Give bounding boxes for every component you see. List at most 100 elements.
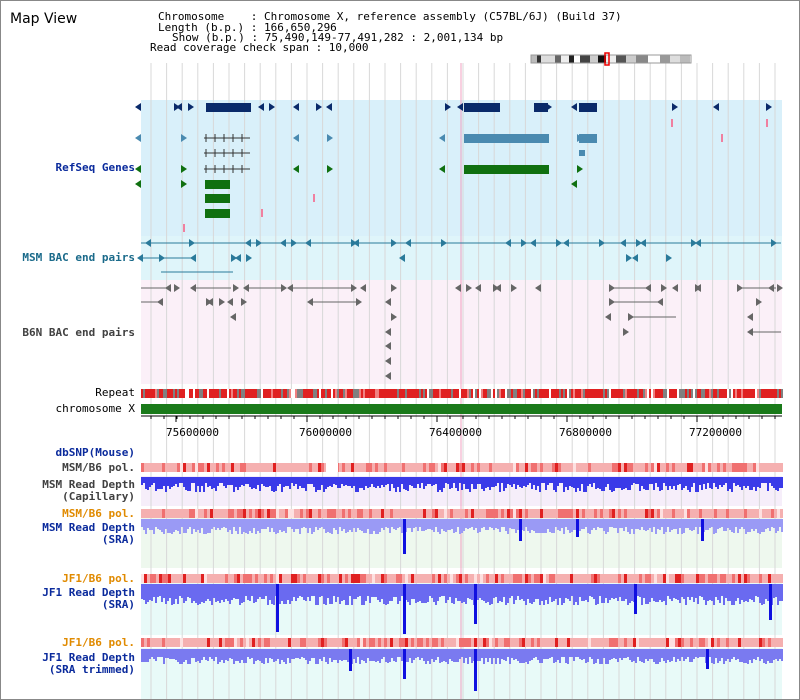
polymorphism-segment [624, 463, 627, 472]
read-depth-bar [555, 584, 557, 599]
read-depth-bar [627, 649, 629, 657]
polymorphism-segment [228, 574, 231, 583]
polymorphism-segment [189, 638, 192, 647]
read-depth-bar [451, 477, 453, 488]
repeat-segment [209, 389, 211, 398]
read-depth-bar [253, 477, 255, 488]
read-depth-bar [273, 584, 275, 605]
read-depth-bar [169, 649, 171, 659]
read-depth-bar [319, 477, 321, 490]
track-label-refseq[interactable]: RefSeq Genes [55, 161, 135, 174]
polymorphism-segment [639, 638, 642, 647]
polymorphism-segment [324, 574, 327, 583]
strand-arrow [327, 165, 333, 173]
read-depth-bar [505, 584, 507, 605]
polymorphism-segment [381, 463, 384, 472]
read-depth-bar [317, 477, 319, 490]
polymorphism-segment [234, 574, 237, 583]
read-depth-bar [219, 649, 221, 662]
repeat-segment [381, 389, 383, 398]
read-depth-bar [475, 477, 477, 489]
read-depth-bar [599, 649, 601, 664]
polymorphism-segment [255, 463, 258, 472]
track-label-b6n-bac[interactable]: B6N BAC end pairs [22, 326, 135, 339]
track-label-msm-depth-capillary[interactable]: MSM Read Depth (Capillary) [42, 478, 135, 503]
polymorphism-segment [654, 638, 657, 647]
read-depth-bar [435, 477, 437, 484]
polymorphism-segment [585, 463, 588, 472]
polymorphism-segment [156, 463, 159, 472]
polymorphism-segment [477, 463, 480, 472]
track-label-msm-b6-pol-2[interactable]: MSM/B6 pol. [62, 507, 135, 520]
read-depth-bar [637, 477, 639, 484]
track-label-jf1-b6-pol-2[interactable]: JF1/B6 pol. [62, 636, 135, 649]
polymorphism-segment [561, 574, 564, 583]
repeat-segment [263, 389, 265, 398]
polymorphism-segment [387, 463, 390, 472]
polymorphism-segment [195, 638, 198, 647]
read-depth-bar [447, 477, 449, 484]
read-depth-bar [175, 649, 177, 660]
read-depth-bar [461, 584, 463, 603]
read-depth-bar [141, 584, 143, 599]
track-label-dbsnp[interactable]: dbSNP(Mouse) [55, 446, 135, 459]
track-label-jf1-b6-pol-1[interactable]: JF1/B6 pol. [62, 572, 135, 585]
repeat-segment [181, 389, 183, 398]
polymorphism-segment [405, 463, 408, 472]
read-depth-spike [576, 519, 579, 537]
read-depth-bar [461, 519, 463, 533]
polymorphism-segment [558, 509, 561, 518]
polymorphism-segment [300, 574, 303, 583]
read-depth-bar [343, 649, 345, 660]
polymorphism-segment [486, 509, 489, 518]
polymorphism-segment [282, 638, 285, 647]
read-depth-bar [595, 584, 597, 605]
read-depth-bar [409, 649, 411, 658]
strand-arrow [157, 298, 163, 306]
read-depth-bar [633, 477, 635, 483]
read-depth-bar [343, 584, 345, 600]
read-depth-bar [541, 584, 543, 601]
read-depth-bar [319, 519, 321, 528]
strand-arrow [571, 103, 577, 111]
polymorphism-segment [240, 509, 243, 518]
read-depth-bar [563, 477, 565, 492]
polymorphism-segment [339, 509, 342, 518]
read-depth-bar [715, 477, 717, 487]
polymorphism-segment [561, 463, 564, 472]
repeat-segment [619, 389, 621, 398]
repeat-segment [179, 389, 181, 398]
read-depth-bar [163, 649, 165, 664]
polymorphism-segment [720, 574, 723, 583]
polymorphism-segment [471, 638, 474, 647]
read-depth-bar [647, 477, 649, 490]
repeat-segment [769, 389, 771, 398]
track-label-msm-depth-sra[interactable]: MSM Read Depth (SRA) [42, 521, 135, 546]
polymorphism-segment [462, 574, 465, 583]
read-depth-bar [455, 519, 457, 532]
read-depth-bar [179, 477, 181, 483]
repeat-segment [607, 389, 609, 398]
read-depth-bar [315, 519, 317, 527]
read-depth-bar [379, 584, 381, 602]
read-depth-bar [775, 584, 777, 597]
repeat-segment [667, 389, 669, 398]
polymorphism-segment [186, 638, 189, 647]
repeat-segment [539, 389, 541, 398]
read-depth-bar [159, 477, 161, 489]
polymorphism-segment [630, 509, 633, 518]
polymorphism-segment [252, 463, 255, 472]
polymorphism-segment [621, 638, 624, 647]
polymorphism-segment [768, 574, 771, 583]
track-label-jf1-depth-trimmed[interactable]: JF1 Read Depth (SRA trimmed) [42, 651, 135, 676]
read-depth-spike [403, 649, 406, 679]
repeat-segment [489, 389, 491, 398]
read-depth-bar [261, 477, 263, 484]
track-label-msm-b6-pol-1[interactable]: MSM/B6 pol. [62, 461, 135, 474]
track-label-jf1-depth-sra[interactable]: JF1 Read Depth (SRA) [42, 586, 135, 611]
polymorphism-segment [243, 638, 246, 647]
read-depth-bar [597, 477, 599, 488]
repeat-segment [675, 389, 677, 398]
track-label-msm-bac[interactable]: MSM BAC end pairs [22, 251, 135, 264]
